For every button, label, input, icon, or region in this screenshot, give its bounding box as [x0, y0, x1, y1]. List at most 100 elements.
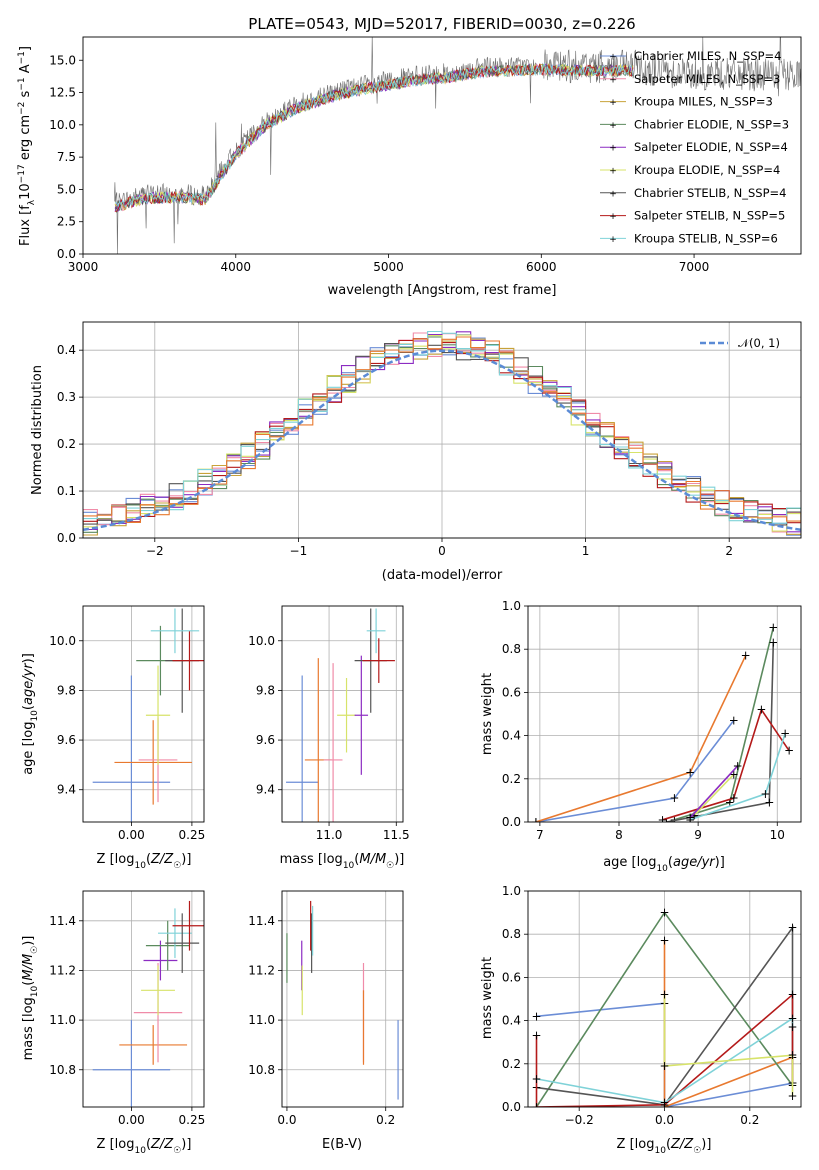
- model-spectrum-line: [114, 62, 634, 208]
- y-tick-label: 10.8: [49, 1063, 76, 1077]
- weight-vs-metallicity-xlabel: Z [log10(Z/Z☉)]: [617, 1137, 712, 1156]
- mass-weight-marker: +: [532, 1100, 542, 1114]
- x-tick-label: 2: [725, 544, 733, 558]
- mass-weight-line: [663, 940, 793, 1107]
- mass-weight-marker: +: [787, 1089, 797, 1103]
- errorbar-point: [92, 675, 171, 822]
- x-tick-label: 0.2: [376, 1113, 395, 1127]
- x-tick-label: 10: [770, 828, 785, 842]
- y-tick-label: 0.2: [502, 772, 521, 786]
- y-tick-label: 10.0: [49, 118, 76, 132]
- mass-weight-marker: +: [756, 703, 766, 717]
- y-tick-label: 12.5: [49, 86, 76, 100]
- axes-frame: [527, 890, 802, 1108]
- legend-marker: +: [609, 189, 617, 199]
- y-tick-label: 9.4: [57, 783, 76, 797]
- y-tick-label: 0.0: [57, 247, 76, 261]
- spectrum-xlabel: wavelength [Angstrom, rest frame]: [328, 283, 557, 298]
- age-vs-mass-xlabel: mass [log10(M/M☉)]: [280, 852, 405, 871]
- y-tick-label: 11.0: [49, 1013, 76, 1027]
- mass-weight-marker: +: [784, 744, 794, 758]
- mass-weight-series: +++++++++++++++++++++++: [531, 621, 794, 827]
- mass-weight-marker: +: [760, 787, 770, 801]
- y-tick-label: 9.4: [256, 783, 275, 797]
- legend-label: Kroupa ELODIE, N_SSP=4: [634, 163, 780, 177]
- mass-weight-marker: +: [657, 813, 667, 827]
- y-tick-label: 9.8: [256, 683, 275, 697]
- errorbar-point: [114, 720, 192, 805]
- axes-frame: [281, 605, 404, 823]
- y-tick-label: 11.2: [248, 963, 275, 977]
- errorbar-points: [286, 608, 395, 822]
- x-tick-label: 0.00: [118, 828, 145, 842]
- mass-weight-line: [689, 765, 739, 819]
- mass-weight-marker: +: [741, 649, 751, 663]
- mass-weight-line: [666, 642, 775, 822]
- mass-weight-marker: +: [729, 791, 739, 805]
- y-tick-label: 10.0: [248, 634, 275, 648]
- mass-weight-marker: +: [532, 1009, 542, 1023]
- mass-weight-marker: +: [787, 1020, 797, 1034]
- errorbar-point: [158, 908, 192, 959]
- spectrum-title: PLATE=0543, MJD=52017, FIBERID=0030, z=0…: [248, 15, 635, 33]
- errorbar-point: [172, 900, 204, 951]
- mass-weight-marker: +: [787, 1011, 797, 1025]
- y-tick-label: 9.6: [256, 733, 275, 747]
- spectrum-panel: PLATE=0543, MJD=52017, FIBERID=0030, z=0…: [17, 15, 802, 298]
- axes-frame: [281, 890, 404, 1108]
- weight-vs-age-panel: 7 8 9 100.00.20.40.60.81.0+++++++++++++++++…: [480, 599, 802, 874]
- x-tick-label: 0.25: [179, 1113, 206, 1127]
- x-tick-label: 8: [615, 828, 623, 842]
- y-tick-label: 11.2: [49, 963, 76, 977]
- residual-xlabel: (data-model)/error: [382, 568, 503, 583]
- mass-vs-metallicity-xlabel: Z [log10(Z/Z☉)]: [97, 1137, 192, 1156]
- mass-weight-line: [535, 911, 794, 1107]
- errorbar-point: [286, 675, 319, 822]
- legend-label: Salpeter ELODIE, N_SSP=4: [634, 140, 788, 154]
- residual-ylabel: Normed distribution: [30, 365, 45, 495]
- y-tick-label: 1.0: [502, 884, 521, 898]
- legend-label: Kroupa STELIB, N_SSP=6: [634, 231, 778, 245]
- weight-vs-metallicity-ylabel: mass weight: [480, 957, 495, 1039]
- legend-marker: +: [609, 53, 617, 63]
- errorbar-point: [366, 608, 386, 654]
- x-tick-label: 7: [536, 828, 544, 842]
- x-tick-label: −0.2: [565, 1113, 594, 1127]
- y-tick-label: 9.6: [57, 733, 76, 747]
- mass-weight-marker: +: [659, 1096, 669, 1110]
- legend-marker: +: [609, 121, 617, 131]
- mass-weight-line: [535, 720, 735, 822]
- y-tick-label: 0.1: [57, 484, 76, 498]
- x-tick-label: 4000: [220, 260, 251, 274]
- residual-histogram-step: [83, 336, 801, 531]
- axes-frame: [82, 605, 205, 823]
- mass-weight-marker: +: [689, 809, 699, 823]
- age-vs-mass-panel: 11.0 11.5 9.4 9.6 9.8 10.0 mass [log10(M/M☉)]: [248, 605, 410, 871]
- axes-frame: [527, 605, 802, 823]
- y-tick-label: 0.0: [57, 531, 76, 545]
- age-vs-metallicity-panel: 0.00 0.25 9.4 9.6 9.8 10.0 Z [log10(Z/Z☉)] ag…: [21, 605, 205, 871]
- legend-label: Chabrier STELIB, N_SSP=4: [634, 186, 786, 200]
- legend-label: Kroupa MILES, N_SSP=3: [634, 95, 773, 109]
- mass-weight-marker: +: [532, 1072, 542, 1086]
- residual-histogram-step: [83, 330, 801, 534]
- mass-vs-metallicity-panel: 0.00 0.25 10.8 11.0 11.2 11.4 Z [log10(Z/Z☉)]…: [21, 890, 206, 1156]
- mass-weight-series-group: ++: [685, 759, 743, 825]
- legend-marker: +: [609, 212, 617, 222]
- y-tick-label: 0.2: [57, 437, 76, 451]
- errorbar-point: [145, 665, 171, 765]
- mass-ylabel: mass [log10(M/M☉)]: [21, 936, 40, 1061]
- mass-vs-extinction-xlabel: E(B-V): [322, 1137, 362, 1152]
- errorbar-point: [354, 655, 369, 775]
- legend-label: Salpeter MILES, N_SSP=3: [634, 72, 780, 86]
- residual-plot-area: −2 −1 0 1 2 0.0 0.1 0.2 0.3 0.4: [57, 321, 802, 558]
- mass-weight-marker: +: [729, 767, 739, 781]
- y-tick-label: 11.4: [49, 914, 76, 928]
- mass-weight-series-group: +++: [531, 649, 751, 822]
- mass-vs-extinction-panel: 0.0 0.2 10.8 11.0 11.2 11.4 E(B-V): [248, 890, 404, 1152]
- y-tick-label: 11.0: [248, 1013, 275, 1027]
- y-tick-label: 9.8: [57, 683, 76, 697]
- y-tick-label: 15.0: [49, 53, 76, 67]
- spectrum-plot-area: 3000 4000 5000 6000 7000 0.0 2.5 5.0 7.5 10.0 12.5…: [49, 36, 802, 274]
- mass-weight-marker: +: [685, 811, 695, 825]
